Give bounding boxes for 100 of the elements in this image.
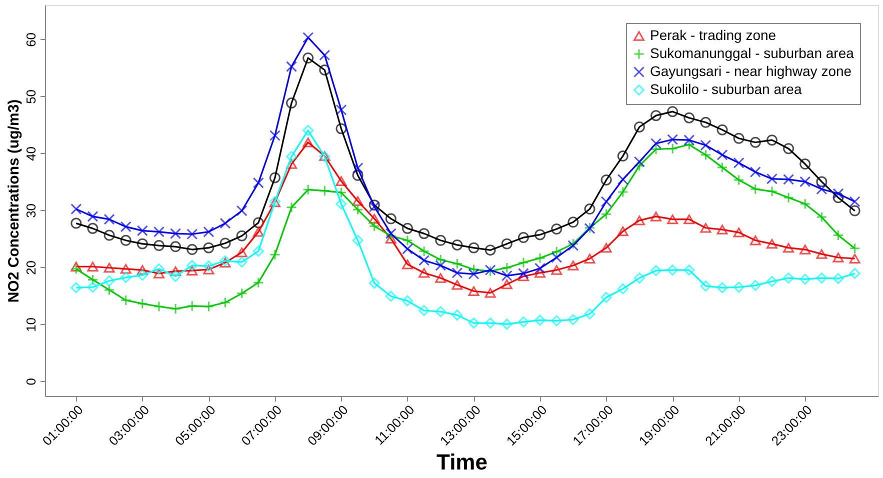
point: [750, 136, 761, 148]
point: [650, 144, 662, 155]
point: [452, 239, 463, 250]
point: [153, 268, 164, 278]
point: [319, 50, 330, 61]
point: [816, 184, 828, 195]
point: [800, 244, 811, 254]
point: [766, 276, 778, 287]
point: [667, 143, 678, 154]
point: [568, 216, 579, 228]
point: [733, 132, 744, 144]
point: [634, 156, 645, 168]
point: [104, 275, 115, 286]
point: [87, 222, 98, 234]
point: [484, 288, 496, 298]
point: [667, 264, 678, 276]
point: [816, 176, 828, 188]
point: [120, 234, 132, 246]
point: [783, 192, 794, 204]
point: [518, 257, 529, 268]
point: [634, 121, 645, 132]
point: [684, 139, 695, 150]
x-axis-title: Time: [436, 449, 488, 474]
point: [170, 266, 182, 276]
point: [468, 268, 480, 280]
point: [70, 282, 82, 294]
point: [816, 249, 828, 259]
point: [534, 262, 546, 274]
point: [153, 263, 164, 274]
point: [501, 238, 512, 250]
point: [368, 214, 380, 224]
point: [568, 314, 579, 326]
point: [733, 228, 744, 238]
point: [170, 303, 182, 314]
point: [70, 262, 82, 272]
point: [402, 295, 413, 306]
point: [402, 222, 413, 234]
point: [352, 204, 364, 216]
point: [667, 214, 678, 224]
point: [849, 196, 860, 208]
point: [634, 216, 645, 226]
point: [385, 290, 396, 302]
point: [617, 226, 628, 236]
point: [120, 294, 132, 306]
point: [501, 318, 512, 330]
point: [600, 208, 612, 220]
point: [170, 241, 182, 252]
y-axis-title: NO2 Concentrations (ug/m3): [6, 99, 22, 303]
y-tick-label: 20: [24, 260, 38, 275]
point: [716, 224, 728, 234]
point: [584, 308, 596, 320]
point: [832, 252, 844, 262]
point: [236, 248, 248, 258]
point: [766, 186, 778, 197]
point: [468, 264, 480, 275]
legend-label: Gayungsari - near highway zone: [650, 63, 852, 79]
point: [402, 234, 413, 246]
point: [104, 230, 115, 241]
point: [849, 254, 860, 264]
point: [418, 246, 430, 257]
point: [832, 273, 844, 284]
point: [236, 230, 248, 242]
point: [269, 249, 280, 260]
point: [766, 238, 778, 249]
point: [153, 301, 164, 312]
point: [352, 162, 364, 174]
point: [684, 134, 695, 146]
point: [203, 242, 214, 254]
point: [750, 166, 761, 178]
point: [501, 262, 512, 274]
point: [120, 272, 132, 283]
point: [153, 240, 164, 252]
point: [468, 286, 480, 296]
point: [136, 270, 148, 281]
point: [136, 238, 148, 250]
point: [750, 236, 761, 246]
point: [733, 157, 744, 168]
point: [534, 268, 546, 278]
y-tick-label: 10: [24, 317, 38, 332]
point: [783, 242, 794, 253]
point: [170, 228, 182, 240]
legend-label: Perak - trading zone: [650, 27, 776, 43]
point: [302, 52, 314, 64]
point: [684, 214, 695, 224]
point: [203, 226, 214, 238]
point: [816, 272, 828, 284]
point: [667, 134, 678, 146]
point: [153, 226, 164, 238]
point: [136, 298, 148, 310]
point: [800, 274, 811, 285]
point: [352, 234, 364, 246]
point: [302, 32, 314, 43]
point: [136, 225, 148, 236]
point: [750, 184, 761, 195]
y-tick-label: 40: [24, 146, 38, 161]
point: [269, 172, 280, 184]
point: [252, 226, 264, 237]
legend-label: Sukomanunggal - suburban area: [650, 45, 854, 61]
point: [534, 229, 546, 240]
point: [418, 228, 430, 240]
